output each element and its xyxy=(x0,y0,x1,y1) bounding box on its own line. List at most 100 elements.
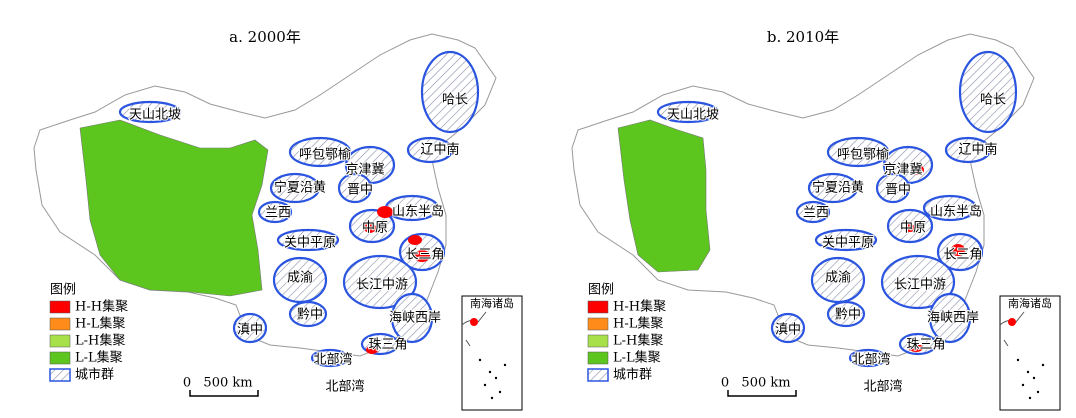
urban-agglomeration xyxy=(810,256,866,304)
hh-cluster xyxy=(414,250,430,262)
cluster-label: 呼包鄂榆 xyxy=(299,148,351,163)
inset-island xyxy=(1016,358,1020,362)
cluster-label: 黔中 xyxy=(835,308,861,323)
scale-bar xyxy=(727,390,797,397)
urban-agglomeration xyxy=(288,136,352,168)
legend-label: H-L集聚 xyxy=(75,316,125,332)
hh-cluster xyxy=(377,206,393,218)
urban-agglomeration xyxy=(958,50,1018,134)
inset-island xyxy=(1028,396,1032,400)
cluster-label: 辽中南 xyxy=(958,142,997,158)
cluster-label: 兰西 xyxy=(265,206,291,221)
urban-agglomeration xyxy=(944,136,992,164)
cluster-label: 宁夏沿黄 xyxy=(274,180,326,196)
legend-swatch xyxy=(587,317,609,331)
urban-agglomeration xyxy=(390,292,434,344)
ll-cluster-region xyxy=(617,119,711,273)
cluster-label: 长三角 xyxy=(405,248,444,263)
panel-title: a. 2000年 xyxy=(229,28,301,46)
scale-distance: 500 km xyxy=(741,376,790,391)
sea-label: 北部湾 xyxy=(325,379,364,395)
cluster-label: 辽中南 xyxy=(420,142,459,158)
urban-agglomeration xyxy=(807,172,859,204)
cluster-label: 长三角 xyxy=(943,248,982,263)
inset-frame xyxy=(999,295,1061,411)
inset-island xyxy=(483,383,487,387)
hh-cluster xyxy=(364,223,376,233)
legend-label: L-L集聚 xyxy=(75,350,123,366)
cluster-label: 海峡西岸 xyxy=(927,311,979,326)
inset-island xyxy=(478,358,482,362)
urban-agglomeration xyxy=(770,312,806,344)
urban-agglomeration xyxy=(276,228,340,252)
urban-agglomeration xyxy=(342,254,418,310)
legend-label: 城市群 xyxy=(75,367,114,383)
cluster-label: 晋中 xyxy=(885,183,911,198)
legend-swatch xyxy=(587,351,609,365)
cluster-label: 天山北坡 xyxy=(129,108,181,123)
cluster-label: 海峡西岸 xyxy=(389,311,441,326)
inset-island xyxy=(1041,363,1045,367)
legend-swatch xyxy=(49,368,71,382)
cluster-label: 呼包鄂榆 xyxy=(837,148,889,163)
scale-distance: 500 km xyxy=(203,376,252,391)
legend-swatch xyxy=(587,334,609,348)
legend-swatch xyxy=(49,334,71,348)
inset-hh xyxy=(470,318,478,326)
cluster-label: 珠三角 xyxy=(906,338,945,353)
urban-agglomeration xyxy=(826,300,866,328)
urban-agglomeration xyxy=(656,100,720,124)
legend-title: 图例 xyxy=(50,283,76,298)
urban-agglomeration xyxy=(922,194,978,222)
cluster-label: 成渝 xyxy=(287,270,313,286)
hh-cluster xyxy=(909,344,923,352)
urban-agglomeration xyxy=(406,136,454,164)
cluster-label: 成渝 xyxy=(825,270,851,286)
legend-label: L-H集聚 xyxy=(613,333,663,349)
cluster-label: 中原 xyxy=(362,221,388,236)
cluster-label: 北部湾 xyxy=(313,352,352,368)
cluster-label: 天山北坡 xyxy=(667,108,719,123)
cluster-label: 关中平原 xyxy=(822,236,874,251)
legend-label: L-L集聚 xyxy=(613,350,661,366)
panel-title: b. 2010年 xyxy=(767,28,839,46)
inset-island xyxy=(1036,390,1040,394)
cluster-label: 京津冀 xyxy=(883,162,922,178)
inset-frame xyxy=(461,295,523,411)
cluster-label: 滇中 xyxy=(775,323,801,338)
legend-swatch xyxy=(587,300,609,314)
cluster-label: 山东半岛 xyxy=(930,204,982,220)
cluster-label: 京津冀 xyxy=(345,162,384,178)
legend-swatch xyxy=(49,300,71,314)
cluster-label: 兰西 xyxy=(803,206,829,221)
urban-agglomeration xyxy=(232,312,268,344)
hh-cluster xyxy=(905,224,915,232)
cluster-label: 长江中游 xyxy=(356,278,408,293)
cluster-label: 长江中游 xyxy=(894,278,946,293)
cluster-label: 宁夏沿黄 xyxy=(812,180,864,196)
urban-agglomeration xyxy=(898,332,938,356)
urban-agglomeration xyxy=(880,254,956,310)
inset-island xyxy=(488,370,492,374)
cluster-label: 晋中 xyxy=(347,183,373,198)
cluster-label: 珠三角 xyxy=(368,338,407,353)
urban-agglomeration xyxy=(848,348,888,368)
inset-island xyxy=(1021,383,1025,387)
legend-swatch xyxy=(49,317,71,331)
cluster-label: 北部湾 xyxy=(851,352,890,368)
hh-cluster xyxy=(912,165,924,175)
cluster-label: 哈长 xyxy=(980,93,1006,108)
inset-island xyxy=(490,396,494,400)
urban-agglomeration xyxy=(795,200,831,224)
legend-swatch xyxy=(49,351,71,365)
legend-swatch xyxy=(587,368,609,382)
inset-island xyxy=(1026,370,1030,374)
ll-cluster-region xyxy=(79,119,269,297)
urban-agglomeration xyxy=(288,300,328,328)
urban-agglomeration xyxy=(928,292,972,344)
cluster-label: 山东半岛 xyxy=(392,204,444,220)
inset-island xyxy=(1032,376,1036,380)
